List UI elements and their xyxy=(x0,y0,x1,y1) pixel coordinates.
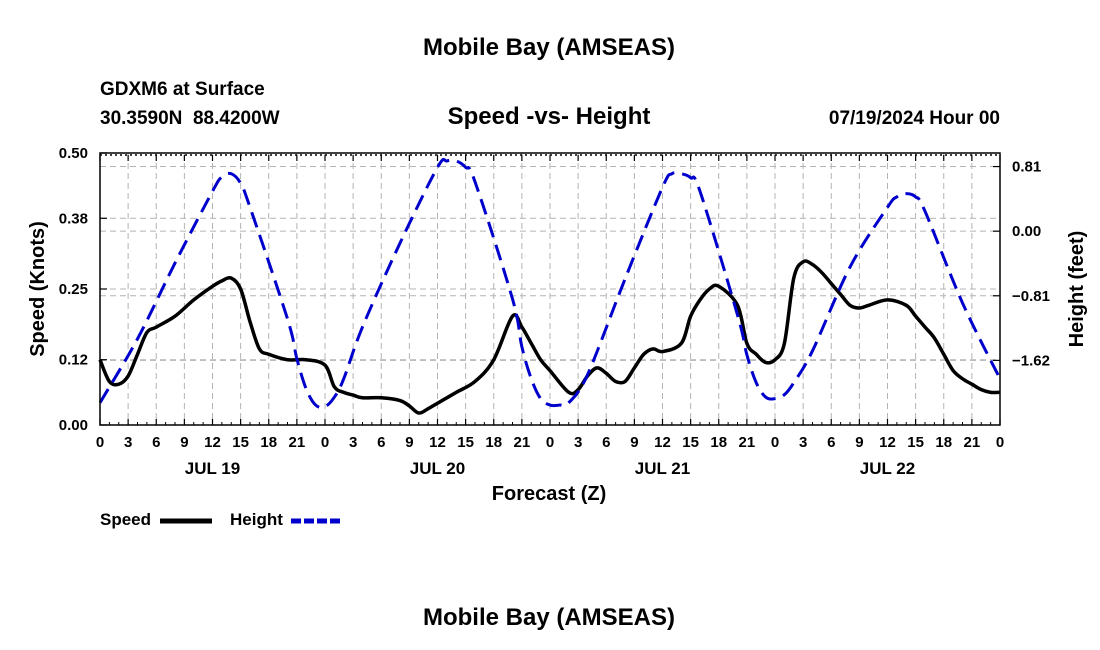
x-tick-label: 0 xyxy=(996,434,1004,451)
x-tick-label: 6 xyxy=(152,434,160,451)
y-tick-label: 0.50 xyxy=(59,145,88,162)
x-tick-label: 21 xyxy=(964,434,981,451)
x-tick-label: 18 xyxy=(710,434,727,451)
x-tick-label: 9 xyxy=(630,434,638,451)
station-coords: 30.3590N 88.4200W xyxy=(100,108,280,129)
station-name: GDXM6 at Surface xyxy=(100,79,265,100)
day-label: JUL 19 xyxy=(185,459,240,478)
x-tick-label: 0 xyxy=(546,434,554,451)
y2-tick-label: −0.81 xyxy=(1012,288,1050,305)
run-time: 07/19/2024 Hour 00 xyxy=(829,108,1000,129)
x-tick-label: 15 xyxy=(682,434,699,451)
x-tick-label: 15 xyxy=(232,434,249,451)
x-tick-label: 12 xyxy=(429,434,446,451)
x-tick-label: 3 xyxy=(799,434,807,451)
x-tick-label: 9 xyxy=(855,434,863,451)
y-tick-label: 0.38 xyxy=(59,210,88,227)
bottom-chart-title: Mobile Bay (AMSEAS) xyxy=(423,604,675,631)
x-tick-label: 6 xyxy=(602,434,610,451)
x-tick-label: 18 xyxy=(260,434,277,451)
y2-tick-label: −1.62 xyxy=(1012,352,1050,369)
legend-label-speed: Speed xyxy=(100,510,151,529)
series-line-speed xyxy=(98,259,1001,415)
x-tick-label: 0 xyxy=(321,434,329,451)
legend-label-height: Height xyxy=(230,510,283,529)
day-label: JUL 21 xyxy=(635,459,690,478)
x-tick-label: 12 xyxy=(204,434,221,451)
x-tick-label: 21 xyxy=(739,434,756,451)
series-line-height xyxy=(98,157,1002,409)
x-tick-label: 9 xyxy=(405,434,413,451)
x-tick-label: 0 xyxy=(96,434,104,451)
y-tick-label: 0.12 xyxy=(59,352,88,369)
x-tick-label: 12 xyxy=(879,434,896,451)
x-tick-label: 3 xyxy=(574,434,582,451)
y-tick-label: 0.25 xyxy=(59,281,88,298)
x-tick-label: 21 xyxy=(514,434,531,451)
x-tick-label: 0 xyxy=(771,434,779,451)
x-tick-label: 3 xyxy=(349,434,357,451)
y2-tick-label: 0.00 xyxy=(1012,223,1041,240)
x-tick-label: 6 xyxy=(377,434,385,451)
day-label: JUL 20 xyxy=(410,459,465,478)
day-label: JUL 22 xyxy=(860,459,915,478)
grid xyxy=(100,153,1000,425)
chart-subtitle: Speed -vs- Height xyxy=(448,103,651,130)
x-tick-label: 21 xyxy=(289,434,306,451)
x-tick-label: 18 xyxy=(485,434,502,451)
chart-title: Mobile Bay (AMSEAS) xyxy=(423,34,675,61)
x-axis-label: Forecast (Z) xyxy=(492,483,606,505)
legend: Speed Height xyxy=(100,510,343,529)
x-tick-label: 15 xyxy=(457,434,474,451)
x-tick-label: 18 xyxy=(935,434,952,451)
y2-axis-label: Height (feet) xyxy=(1066,231,1088,348)
x-tick-label: 3 xyxy=(124,434,132,451)
axes: 0 3 6 9 12 15 18 21 0 3 6 9 12 15 18 21 0 3 6 9 12 15 18 21 0 3 6 9… xyxy=(59,145,1050,478)
x-tick-label: 9 xyxy=(180,434,188,451)
y2-tick-label: 0.81 xyxy=(1012,159,1041,176)
y-axis-label: Speed (Knots) xyxy=(27,221,49,357)
series-layer xyxy=(98,157,1002,415)
y-tick-label: 0.00 xyxy=(59,417,88,434)
x-tick-label: 12 xyxy=(654,434,671,451)
x-tick-label: 6 xyxy=(827,434,835,451)
x-tick-label: 15 xyxy=(907,434,924,451)
